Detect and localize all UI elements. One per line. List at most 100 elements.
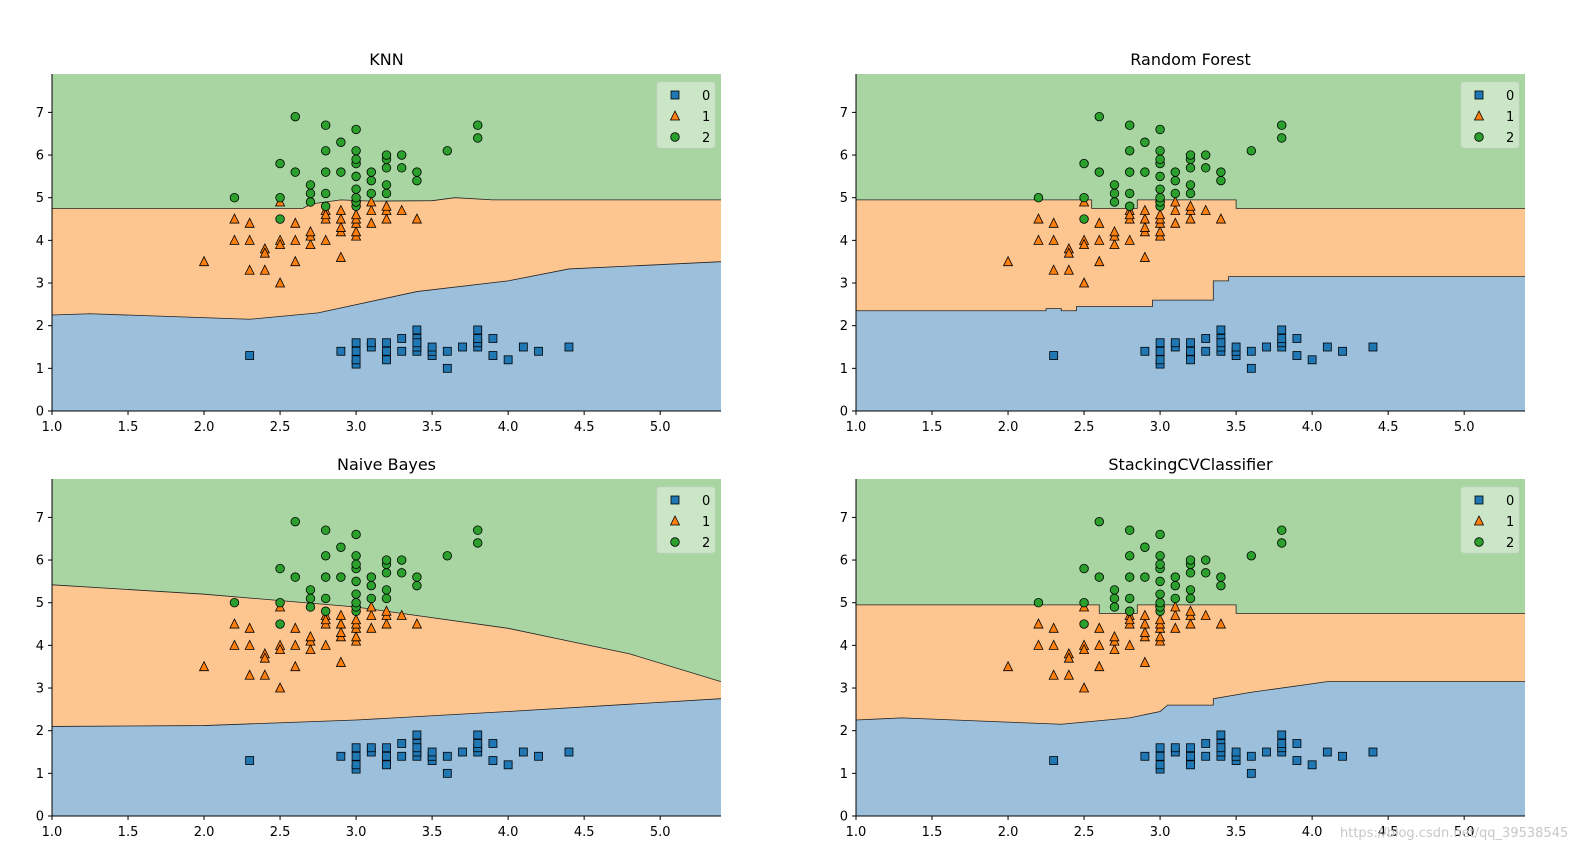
data-point-class-2 bbox=[1216, 167, 1226, 177]
data-point-class-2 bbox=[1109, 188, 1120, 199]
data-point-class-0 bbox=[1262, 747, 1271, 757]
data-point-class-2 bbox=[366, 167, 376, 177]
data-point-class-1 bbox=[366, 622, 377, 633]
data-point-class-0 bbox=[1170, 338, 1180, 348]
data-point-class-0 bbox=[412, 743, 422, 753]
legend-label-1: 1 bbox=[1506, 110, 1514, 125]
data-point-class-0 bbox=[351, 760, 361, 770]
data-point-class-2 bbox=[1216, 572, 1226, 582]
data-point-class-0 bbox=[503, 355, 513, 365]
data-point-class-2 bbox=[290, 167, 300, 177]
data-point-class-1 bbox=[290, 255, 301, 267]
data-point-class-2 bbox=[1246, 146, 1257, 156]
data-point-class-2 bbox=[351, 576, 361, 587]
data-point-class-1 bbox=[1215, 213, 1227, 224]
y-tick-label: 2 bbox=[36, 724, 44, 739]
y-tick-label: 4 bbox=[36, 639, 44, 654]
legend-marker-2 bbox=[670, 537, 680, 547]
data-point-class-0 bbox=[1155, 760, 1165, 770]
data-point-class-0 bbox=[427, 342, 437, 352]
x-tick-label: 1.0 bbox=[846, 825, 867, 840]
data-point-class-1 bbox=[335, 618, 347, 629]
data-point-class-0 bbox=[1140, 751, 1150, 761]
data-point-class-2 bbox=[442, 146, 453, 156]
data-point-class-1 bbox=[381, 605, 392, 616]
data-point-class-2 bbox=[320, 606, 331, 616]
data-point-class-2 bbox=[275, 158, 285, 169]
data-point-class-0 bbox=[1216, 338, 1226, 348]
data-point-class-0 bbox=[351, 355, 361, 365]
data-point-class-0 bbox=[366, 338, 376, 348]
data-point-class-2 bbox=[366, 593, 376, 604]
data-point-class-2 bbox=[1124, 188, 1135, 199]
data-point-class-0 bbox=[534, 346, 543, 356]
data-point-class-0 bbox=[1186, 760, 1195, 770]
data-point-class-2 bbox=[1079, 598, 1089, 608]
plot-area bbox=[52, 479, 721, 816]
data-point-class-2 bbox=[1094, 167, 1104, 177]
data-point-class-1 bbox=[1033, 213, 1044, 224]
data-point-class-0 bbox=[1216, 730, 1226, 740]
data-point-class-1 bbox=[1033, 618, 1044, 629]
data-point-class-2 bbox=[290, 516, 300, 527]
data-point-class-2 bbox=[320, 188, 331, 199]
data-point-class-2 bbox=[1155, 193, 1165, 203]
chart-title: Random Forest bbox=[1130, 50, 1250, 69]
data-point-class-2 bbox=[1124, 572, 1135, 582]
data-point-class-1 bbox=[290, 660, 301, 672]
data-point-class-2 bbox=[397, 150, 407, 160]
x-tick-label: 1.5 bbox=[118, 825, 139, 840]
data-point-class-1 bbox=[274, 643, 286, 655]
data-point-class-0 bbox=[1277, 325, 1287, 335]
data-point-class-1 bbox=[1094, 622, 1105, 633]
y-tick-label: 5 bbox=[36, 596, 44, 611]
data-point-class-2 bbox=[1277, 525, 1287, 535]
data-point-class-0 bbox=[366, 743, 376, 753]
data-point-class-0 bbox=[382, 338, 391, 348]
data-point-class-0 bbox=[1231, 747, 1241, 757]
y-tick-label: 5 bbox=[840, 596, 848, 611]
data-point-class-2 bbox=[1155, 184, 1165, 194]
x-tick-label: 4.0 bbox=[1302, 420, 1323, 435]
data-point-class-1 bbox=[305, 630, 316, 642]
x-tick-label: 1.5 bbox=[118, 420, 139, 435]
data-point-class-0 bbox=[488, 756, 498, 765]
data-point-class-1 bbox=[350, 613, 362, 625]
data-point-class-2 bbox=[351, 589, 361, 599]
data-point-class-1 bbox=[1139, 656, 1151, 667]
y-tick-label: 3 bbox=[36, 682, 44, 697]
boundary-line-0-1 bbox=[52, 261, 721, 320]
x-tick-label: 2.5 bbox=[270, 420, 291, 435]
data-point-class-1 bbox=[1063, 652, 1075, 663]
data-point-class-2 bbox=[1155, 589, 1165, 599]
chart-title: StackingCVClassifier bbox=[1108, 455, 1273, 474]
data-point-class-1 bbox=[335, 626, 347, 637]
data-point-class-1 bbox=[1094, 255, 1105, 267]
legend-label-0: 0 bbox=[702, 89, 710, 104]
data-point-class-0 bbox=[1140, 346, 1150, 356]
y-tick-label: 6 bbox=[840, 149, 848, 164]
data-point-class-1 bbox=[1154, 613, 1166, 625]
data-point-class-2 bbox=[1277, 133, 1287, 143]
x-tick-label: 3.0 bbox=[1150, 420, 1171, 435]
legend-marker-1 bbox=[669, 110, 681, 121]
data-point-class-1 bbox=[259, 669, 271, 680]
data-point-class-1 bbox=[1200, 204, 1211, 215]
data-point-class-1 bbox=[229, 618, 240, 629]
data-point-class-1 bbox=[1200, 609, 1211, 620]
data-point-class-0 bbox=[1186, 346, 1195, 356]
y-tick-label: 5 bbox=[36, 191, 44, 206]
data-point-class-0 bbox=[503, 760, 513, 770]
y-tick-label: 0 bbox=[840, 810, 848, 825]
data-point-class-0 bbox=[1322, 747, 1332, 757]
y-tick-label: 6 bbox=[36, 554, 44, 569]
data-point-class-2 bbox=[1185, 150, 1196, 160]
data-point-class-1 bbox=[1033, 234, 1044, 245]
data-point-class-1 bbox=[198, 255, 210, 267]
data-point-class-2 bbox=[473, 133, 483, 143]
data-point-class-0 bbox=[473, 739, 483, 748]
data-point-class-0 bbox=[1186, 751, 1195, 761]
data-point-class-2 bbox=[320, 146, 331, 156]
data-point-class-1 bbox=[1048, 234, 1059, 245]
data-point-class-1 bbox=[1139, 213, 1151, 224]
